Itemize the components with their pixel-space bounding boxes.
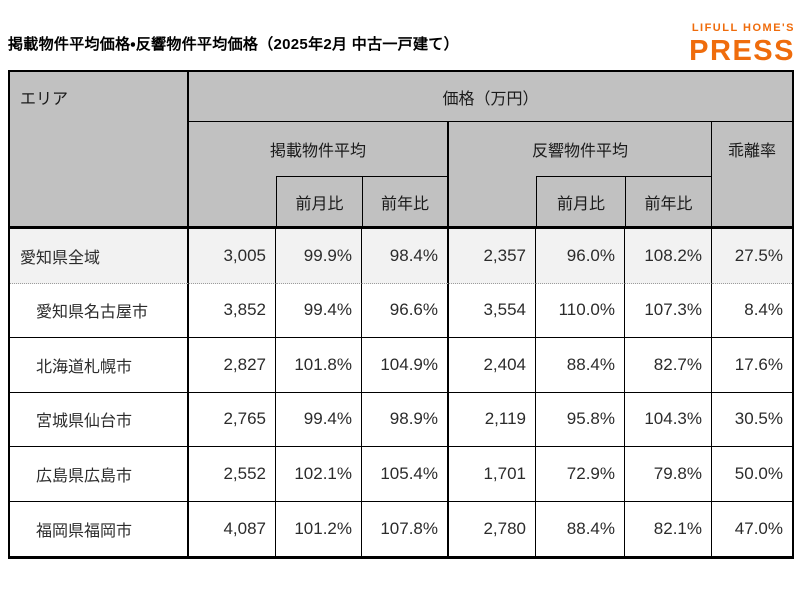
listing-price-cell: 2,552	[189, 447, 276, 502]
area-cell: 広島県広島市	[10, 447, 189, 502]
response-price-cell: 2,404	[449, 338, 536, 393]
listing-mom-cell: 101.2%	[276, 501, 362, 556]
header-area: エリア	[10, 72, 189, 226]
listing-price-cell: 3,852	[189, 283, 276, 338]
response-mom-cell: 110.0%	[536, 283, 625, 338]
response-yoy-cell: 104.3%	[625, 392, 712, 447]
response-yoy-cell: 108.2%	[625, 229, 712, 284]
listing-yoy-cell: 96.6%	[362, 283, 449, 338]
listing-yoy-cell: 104.9%	[362, 338, 449, 393]
listing-yoy-cell: 98.4%	[362, 229, 449, 284]
listing-mom-cell: 99.9%	[276, 229, 362, 284]
listing-mom-cell: 101.8%	[276, 338, 362, 393]
listing-yoy-cell: 105.4%	[362, 447, 449, 502]
response-price-cell: 2,119	[449, 392, 536, 447]
response-mom-cell: 88.4%	[536, 501, 625, 556]
deviation-cell: 47.0%	[712, 501, 792, 556]
header-listing-yoy: 前年比	[362, 176, 449, 226]
deviation-cell: 8.4%	[712, 283, 792, 338]
response-price-cell: 2,357	[449, 229, 536, 284]
listing-mom-cell: 102.1%	[276, 447, 362, 502]
response-mom-cell: 96.0%	[536, 229, 625, 284]
deviation-cell: 50.0%	[712, 447, 792, 502]
deviation-cell: 27.5%	[712, 229, 792, 284]
header-deviation-rate: 乖離率	[712, 122, 792, 226]
deviation-cell: 30.5%	[712, 392, 792, 447]
response-mom-cell: 88.4%	[536, 338, 625, 393]
listing-price-cell: 3,005	[189, 229, 276, 284]
area-cell: 宮城県仙台市	[10, 392, 189, 447]
header-listing-mom: 前月比	[276, 176, 362, 226]
listing-price-cell: 4,087	[189, 501, 276, 556]
response-mom-cell: 95.8%	[536, 392, 625, 447]
logo-press-text: PRESS	[689, 35, 795, 67]
deviation-cell: 17.6%	[712, 338, 792, 393]
response-mom-cell: 72.9%	[536, 447, 625, 502]
listing-mom-cell: 99.4%	[276, 392, 362, 447]
response-price-cell: 2,780	[449, 501, 536, 556]
area-cell: 愛知県名古屋市	[10, 283, 189, 338]
response-yoy-cell: 82.1%	[625, 501, 712, 556]
response-price-cell: 1,701	[449, 447, 536, 502]
area-cell: 北海道札幌市	[10, 338, 189, 393]
response-yoy-cell: 82.7%	[625, 338, 712, 393]
listing-mom-cell: 99.4%	[276, 283, 362, 338]
header-response-mom: 前月比	[536, 176, 625, 226]
response-price-cell: 3,554	[449, 283, 536, 338]
response-yoy-cell: 79.8%	[625, 447, 712, 502]
listing-yoy-cell: 98.9%	[362, 392, 449, 447]
response-yoy-cell: 107.3%	[625, 283, 712, 338]
listing-price-cell: 2,765	[189, 392, 276, 447]
area-cell: 愛知県全域	[10, 229, 189, 284]
header-price-unit: 価格（万円）	[189, 72, 792, 122]
header-response-yoy: 前年比	[625, 176, 712, 226]
price-table: エリア 価格（万円） 掲載物件平均 反響物件平均 乖離率 前月比 前年比 前月比…	[8, 70, 794, 559]
area-cell: 福岡県福岡市	[10, 501, 189, 556]
logo-brand-text: LIFULL HOME'S	[691, 22, 795, 34]
listing-price-cell: 2,827	[189, 338, 276, 393]
header-separator	[10, 226, 792, 229]
page-title: 掲載物件平均価格・反響物件平均価格（2025年2月 中古一戸建て）	[8, 36, 459, 53]
listing-yoy-cell: 107.8%	[362, 501, 449, 556]
lifull-homes-press-logo: LIFULL HOME'S PRESS	[689, 23, 795, 66]
